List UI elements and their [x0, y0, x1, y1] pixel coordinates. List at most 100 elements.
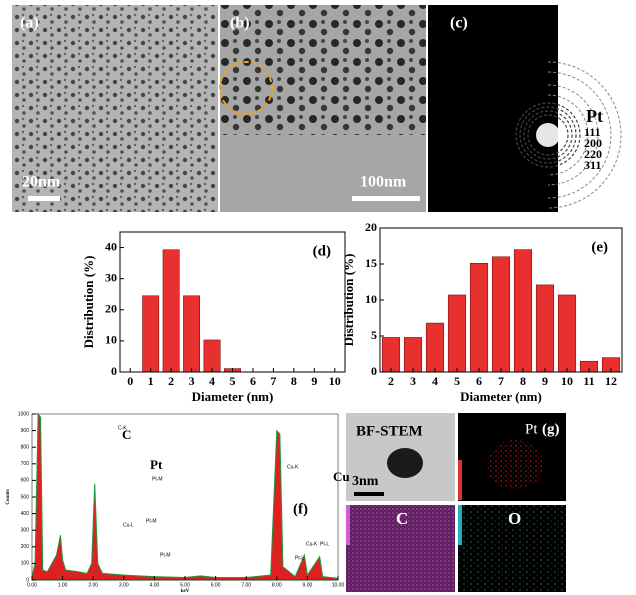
x-tick-label: 2 [388, 374, 394, 388]
x-axis-label: keV [181, 589, 190, 594]
x-tick-label: 4 [209, 374, 215, 388]
x-tick-label: 3.00 [119, 582, 129, 588]
x-tick-label: 8 [291, 374, 297, 388]
x-tick-label: 6.00 [211, 582, 221, 588]
x-tick-label: 9.00 [303, 582, 313, 588]
color-strip [346, 505, 350, 545]
bar [404, 337, 422, 372]
particles-b [220, 5, 426, 135]
x-tick-label: 7.00 [241, 582, 251, 588]
bar [183, 296, 199, 372]
scale-bar [354, 492, 384, 496]
x-tick-label: 1.00 [58, 582, 68, 588]
x-tick-label: 10.00 [332, 582, 345, 588]
x-tick-label: 5 [454, 374, 460, 388]
peak-label: Cu-L [123, 522, 134, 528]
peak-label: Pt-M [146, 518, 157, 524]
x-tick-label: 10 [561, 374, 573, 388]
y-tick-label: 100 [21, 561, 30, 567]
peak-label: Pt-L [295, 555, 304, 561]
ring-label: 311 [584, 158, 601, 172]
x-tick-label: 3 [410, 374, 416, 388]
x-tick-label: 9 [311, 374, 317, 388]
peak-label: Cu-K [306, 541, 318, 547]
bar [470, 263, 488, 372]
x-axis-label: Diameter (nm) [192, 389, 274, 404]
x-tick-label: 8 [520, 374, 526, 388]
plot-bg [32, 414, 338, 580]
x-tick-label: 4.00 [150, 582, 160, 588]
y-tick-label: 20 [365, 220, 377, 234]
x-tick-label: 10 [329, 374, 341, 388]
color-strip [458, 505, 462, 545]
map-label: O [508, 509, 521, 528]
x-tick-label: 6 [476, 374, 482, 388]
bar [492, 257, 510, 372]
bar [514, 250, 532, 372]
panel-label: (c) [450, 15, 468, 32]
x-tick-label: 7 [270, 374, 276, 388]
x-tick-label: 9 [542, 374, 548, 388]
y-tick-label: 15 [365, 256, 377, 270]
y-tick-label: 5 [371, 328, 377, 342]
y-tick-label: 0 [371, 364, 377, 378]
bar [426, 323, 444, 372]
x-tick-label: 11 [583, 374, 594, 388]
figure: (a) 20nm (b) 100nm (c) Pt 111 200 220 31… [0, 0, 636, 595]
bar [448, 295, 466, 372]
x-tick-label: 1 [148, 374, 154, 388]
panel-label: (b) [230, 15, 250, 32]
scale-bar [352, 196, 420, 201]
peak-label: C-K [118, 425, 127, 431]
y-axis-label: Distribution (%) [341, 254, 356, 347]
x-tick-label: 2.00 [88, 582, 98, 588]
x-tick-label: 2 [168, 374, 174, 388]
peak-label: Pt-M [160, 552, 171, 558]
color-strip [458, 460, 462, 500]
ring-labels: 111 200 220 311 [584, 125, 602, 172]
y-tick-label: 200 [21, 544, 30, 550]
y-tick-label: 30 [105, 270, 117, 284]
y-tick-label: 10 [105, 333, 117, 347]
scale-label: 20nm [22, 174, 61, 191]
bar [558, 295, 576, 372]
x-tick-label: 3 [189, 374, 195, 388]
panel-label: (e) [591, 239, 608, 255]
panel-label: (f) [293, 501, 308, 517]
bar [163, 250, 179, 372]
x-axis-label: Diameter (nm) [460, 389, 542, 404]
bar [382, 337, 400, 372]
y-tick-label: 400 [21, 511, 30, 517]
x-tick-label: 0 [127, 374, 133, 388]
x-tick-label: 5 [230, 374, 236, 388]
y-tick-label: 0 [111, 364, 117, 378]
y-axis-label: Counts [6, 489, 11, 504]
y-axis-label: Distribution (%) [81, 256, 96, 349]
y-tick-label: 800 [21, 445, 30, 451]
element-label: Pt [586, 106, 603, 126]
y-tick-label: 20 [105, 302, 117, 316]
y-tick-label: 900 [21, 428, 30, 434]
y-tick-label: 1000 [18, 411, 29, 417]
map-label: Pt [525, 421, 538, 437]
particle [387, 448, 423, 478]
y-tick-label: 10 [365, 292, 377, 306]
y-tick-label: 500 [21, 494, 30, 500]
pt-signal [487, 440, 543, 490]
map-label: BF-STEM [356, 423, 423, 439]
x-tick-label: 5.00 [180, 582, 190, 588]
bar [204, 340, 220, 372]
bar [536, 285, 554, 372]
scale-label: 100nm [360, 174, 407, 191]
peak-label: Cu [333, 469, 350, 484]
panel-label: (d) [313, 243, 331, 259]
panel-label: (g) [542, 421, 560, 437]
x-tick-label: 6 [250, 374, 256, 388]
peak-label: Pt-M [152, 476, 163, 482]
y-tick-label: 600 [21, 478, 30, 484]
panel-label: (a) [20, 15, 39, 32]
x-tick-label: 12 [605, 374, 617, 388]
x-tick-label: 7 [498, 374, 504, 388]
x-tick-label: 4 [432, 374, 438, 388]
scale-label: 3nm [352, 474, 379, 489]
